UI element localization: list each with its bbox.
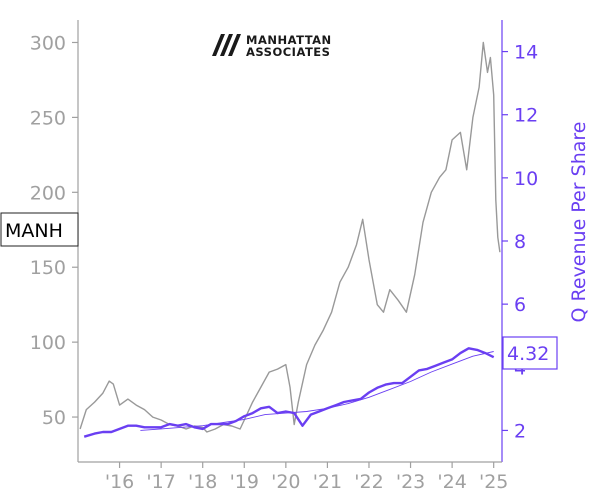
right-tick-label: 6	[514, 294, 526, 316]
left-tick-label: 50	[42, 407, 66, 429]
x-axis: '16 '17 '18 '19 '20 '21 '22 '23 '24 '25	[78, 461, 508, 493]
left-tick-label: 300	[30, 32, 66, 54]
x-tick-label: '25	[479, 471, 508, 493]
right-tick-label: 2	[514, 420, 526, 442]
right-axis: 2468101214 Q Revenue Per Share	[501, 20, 590, 462]
ticker-text: MANH	[5, 220, 63, 242]
x-tick-label: '24	[437, 471, 466, 493]
price-line	[79, 41, 501, 433]
x-tick-label: '16	[105, 471, 134, 493]
right-tick-label: 14	[514, 42, 538, 64]
right-tick-label: 8	[514, 231, 526, 253]
x-tick-label: '19	[230, 471, 259, 493]
left-tick-label: 150	[30, 257, 66, 279]
right-axis-label: Q Revenue Per Share	[568, 122, 590, 323]
logo-line-2: ASSOCIATES	[246, 45, 330, 59]
left-tick-label: 200	[30, 182, 66, 204]
left-tick-label: 100	[30, 332, 66, 354]
right-tick-label: 12	[514, 105, 538, 127]
revenue-trend-line	[140, 351, 494, 431]
logo-mark-icon	[212, 34, 241, 56]
x-tick-label: '21	[313, 471, 342, 493]
x-tick-label: '23	[396, 471, 425, 493]
x-tick-label: '17	[146, 471, 175, 493]
last-value-label: 4.32	[502, 336, 558, 370]
x-tick-label: '18	[188, 471, 217, 493]
x-tick-label: '20	[271, 471, 300, 493]
series-layer	[79, 41, 501, 438]
left-tick-label: 250	[30, 107, 66, 129]
ticker-label: MANH	[0, 212, 79, 247]
x-tick-label: '22	[354, 471, 383, 493]
logo-line-1: MANHATTAN	[246, 33, 332, 47]
right-tick-label: 10	[514, 168, 538, 190]
revenue-per-share-line	[83, 347, 495, 438]
company-logo: MANHATTAN ASSOCIATES	[212, 33, 332, 59]
last-value-text: 4.32	[507, 343, 549, 365]
